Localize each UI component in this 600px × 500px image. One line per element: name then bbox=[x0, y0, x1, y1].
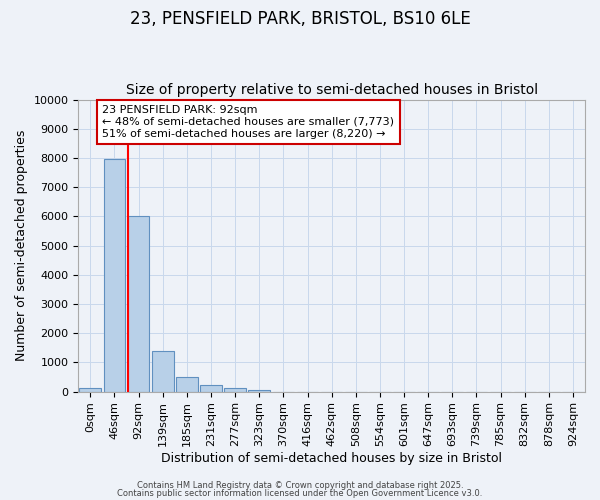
Bar bbox=[104, 160, 125, 392]
Bar bbox=[79, 388, 101, 392]
Bar bbox=[152, 350, 173, 392]
Text: 23, PENSFIELD PARK, BRISTOL, BS10 6LE: 23, PENSFIELD PARK, BRISTOL, BS10 6LE bbox=[130, 10, 470, 28]
Bar bbox=[176, 377, 198, 392]
Title: Size of property relative to semi-detached houses in Bristol: Size of property relative to semi-detach… bbox=[125, 83, 538, 97]
Text: Contains HM Land Registry data © Crown copyright and database right 2025.: Contains HM Land Registry data © Crown c… bbox=[137, 481, 463, 490]
Text: Contains public sector information licensed under the Open Government Licence v3: Contains public sector information licen… bbox=[118, 488, 482, 498]
Y-axis label: Number of semi-detached properties: Number of semi-detached properties bbox=[15, 130, 28, 362]
Bar bbox=[128, 216, 149, 392]
Text: 23 PENSFIELD PARK: 92sqm
← 48% of semi-detached houses are smaller (7,773)
51% o: 23 PENSFIELD PARK: 92sqm ← 48% of semi-d… bbox=[103, 106, 394, 138]
Bar bbox=[248, 390, 270, 392]
X-axis label: Distribution of semi-detached houses by size in Bristol: Distribution of semi-detached houses by … bbox=[161, 452, 502, 465]
Bar bbox=[200, 386, 222, 392]
Bar bbox=[224, 388, 246, 392]
